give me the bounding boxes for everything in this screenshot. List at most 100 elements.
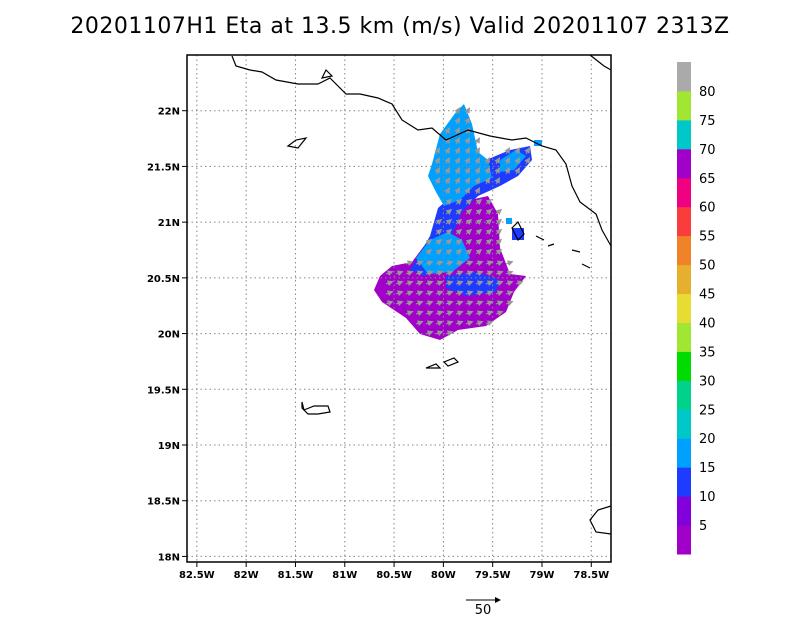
wind-vector — [485, 248, 493, 256]
island-north — [320, 68, 334, 79]
wind-vector — [445, 300, 454, 307]
wind-vector — [445, 290, 454, 297]
wind-vector — [435, 248, 443, 256]
wind-vector — [475, 260, 484, 267]
wind-vector — [495, 310, 504, 317]
colorbar-label: 75 — [699, 114, 716, 129]
wind-vector — [455, 280, 464, 287]
wind-vector — [455, 290, 464, 297]
wind-vector — [385, 280, 394, 287]
wind-vector — [465, 208, 473, 216]
wind-vector — [425, 300, 434, 307]
wind-vector — [464, 187, 470, 195]
wind-vector — [405, 270, 414, 277]
wind-vector — [465, 260, 474, 267]
wind-vector — [475, 310, 484, 317]
wind-vector — [385, 300, 394, 307]
wind-vector — [415, 300, 424, 307]
colorbar-swatch — [677, 148, 691, 179]
wind-vector — [455, 208, 463, 216]
colorbar-swatch — [677, 293, 691, 323]
wind-vector — [504, 157, 510, 165]
wind-vector — [434, 177, 440, 185]
wind-vector — [434, 157, 440, 165]
wind-vector — [425, 290, 434, 297]
wind-vector — [464, 107, 470, 115]
wind-vector — [465, 320, 474, 327]
wind-vector — [475, 198, 483, 206]
wind-vector — [495, 238, 503, 246]
colorbar-label: 65 — [699, 172, 716, 187]
wind-vector — [495, 248, 503, 256]
wind-vector — [495, 228, 503, 236]
wind-vector — [435, 238, 443, 246]
wind-vector — [474, 157, 480, 165]
colorbar-label: 5 — [699, 519, 707, 534]
wind-vector — [485, 290, 494, 297]
wind-vector — [444, 177, 450, 185]
wind-vector — [495, 208, 503, 216]
y-tick-label: 20.5N — [147, 274, 180, 285]
wind-vector — [434, 147, 440, 155]
wind-vector — [445, 238, 453, 246]
wind-vector — [435, 290, 444, 297]
wind-vector — [475, 300, 484, 307]
colorbar-label: 25 — [699, 403, 716, 418]
wind-vector — [475, 320, 484, 327]
wind-vector — [475, 248, 483, 256]
wind-vector — [415, 260, 424, 267]
wind-vector — [474, 147, 480, 155]
wind-vector — [435, 320, 444, 327]
wind-vector — [485, 260, 494, 267]
wind-vector — [465, 300, 474, 307]
wind-vector — [455, 238, 463, 246]
wind-vector — [475, 290, 484, 297]
wind-vector — [435, 310, 444, 317]
wind-vector — [485, 208, 493, 216]
wind-vector — [465, 198, 473, 206]
colorbar-swatch — [677, 380, 691, 410]
y-tick-label: 18.5N — [147, 497, 180, 508]
wind-vector — [475, 280, 484, 287]
x-tick-label: 82.5W — [179, 570, 215, 581]
wind-vector — [505, 270, 514, 277]
cayman-brac — [301, 401, 331, 415]
wind-vector — [415, 310, 424, 317]
colorbar-label: 20 — [699, 432, 716, 447]
wind-vector — [445, 260, 454, 267]
colorbar-label: 45 — [699, 288, 716, 303]
wind-vector — [395, 300, 404, 307]
wind-vector — [484, 157, 490, 165]
wind-vector — [435, 260, 444, 267]
chart-title: 20201107H1 Eta at 13.5 km (m/s) Valid 20… — [70, 14, 730, 39]
colorbar-swatch — [677, 467, 691, 497]
wind-vector — [454, 147, 460, 155]
haiti-coast — [589, 505, 612, 535]
wind-vector — [454, 187, 460, 195]
wind-vector — [444, 127, 450, 135]
x-tick-label: 79.5W — [475, 570, 511, 581]
wind-vector — [455, 260, 464, 267]
colorbar-swatch — [677, 90, 691, 121]
colorbar-swatch — [677, 177, 691, 208]
isla-juventud-small — [286, 137, 308, 149]
wind-vector — [475, 238, 483, 246]
wind-vector — [455, 300, 464, 307]
wind-vector — [505, 280, 514, 287]
colorbar-label: 80 — [699, 85, 716, 100]
wind-vector — [454, 117, 460, 125]
x-tick-label: 81W — [332, 570, 357, 581]
wind-vector — [465, 228, 473, 236]
wind-vector — [484, 167, 490, 175]
wind-vector — [405, 280, 414, 287]
wind-vector — [495, 300, 504, 307]
reference-vector: 50 — [466, 597, 501, 618]
colorbar: 5 10 15 20 25 30 35 40 45 50 55 60 65 70 75 80 — [677, 62, 716, 555]
wind-vector — [465, 238, 473, 246]
wind-vector — [425, 310, 434, 317]
wind-vector — [475, 218, 483, 226]
cayman-islands — [425, 357, 460, 369]
wind-vector — [445, 270, 454, 277]
y-tick-label: 19N — [158, 441, 180, 452]
wind-vector — [455, 320, 464, 327]
